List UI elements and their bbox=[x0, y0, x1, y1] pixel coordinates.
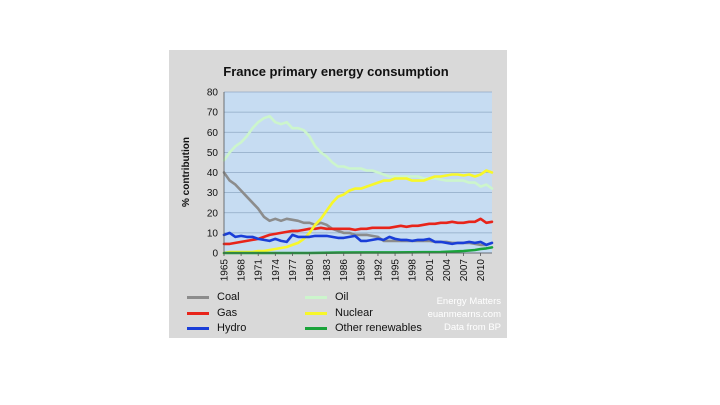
legend-label: Coal bbox=[217, 291, 240, 303]
legend-swatch bbox=[305, 296, 327, 299]
series-line-gas bbox=[222, 217, 494, 246]
series-line-hydro bbox=[222, 231, 494, 247]
legend-swatch bbox=[305, 327, 327, 330]
y-tick-label: 10 bbox=[207, 228, 219, 239]
series-line-oil bbox=[222, 114, 494, 190]
legend-label: Other renewables bbox=[335, 322, 422, 334]
x-tick-label: 1971 bbox=[254, 259, 265, 282]
legend-label: Gas bbox=[217, 307, 238, 319]
x-tick-label: 1965 bbox=[220, 259, 231, 282]
y-tick-label: 60 bbox=[207, 128, 219, 139]
x-tick-label: 1992 bbox=[373, 259, 384, 282]
y-tick-label: 40 bbox=[207, 168, 219, 179]
series-line-nuclear bbox=[222, 169, 494, 255]
x-tick-label: 1998 bbox=[408, 259, 419, 282]
y-tick-label: 0 bbox=[212, 249, 218, 260]
x-tick-label: 2001 bbox=[425, 259, 436, 282]
x-tick-label: 1986 bbox=[339, 259, 350, 282]
y-axis-label: % contribution bbox=[181, 137, 192, 207]
x-tick-label: 1968 bbox=[237, 259, 248, 282]
x-tick-label: 2004 bbox=[442, 259, 453, 282]
x-tick-label: 1977 bbox=[288, 259, 299, 282]
credit-line: Energy Matters bbox=[436, 296, 501, 307]
legend-swatch bbox=[187, 312, 209, 315]
y-tick-label: 70 bbox=[207, 108, 219, 119]
x-tick-label: 1989 bbox=[356, 259, 367, 282]
legend-label: Nuclear bbox=[335, 307, 373, 319]
chart-panel: 0 10 20 30 40 50 60 70 80 1965 1968 1971 1974 1977 198… bbox=[169, 50, 507, 338]
x-tick-label: 1980 bbox=[305, 259, 316, 282]
x-tick-label: 1983 bbox=[322, 259, 333, 282]
legend-label: Oil bbox=[335, 291, 349, 303]
legend-swatch bbox=[305, 312, 327, 315]
y-tick-label: 80 bbox=[207, 88, 219, 99]
x-tick-label: 2007 bbox=[459, 259, 470, 282]
legend-label: Hydro bbox=[217, 322, 247, 334]
y-tick-label: 50 bbox=[207, 148, 219, 159]
x-tick-label: 2010 bbox=[476, 259, 487, 282]
legend-swatch bbox=[187, 327, 209, 330]
y-tick-label: 20 bbox=[207, 208, 219, 219]
legend-swatch bbox=[187, 296, 209, 299]
y-tick-label: 30 bbox=[207, 188, 219, 199]
x-tick-label: 1974 bbox=[271, 259, 282, 282]
credit-line: euanmearns.com bbox=[427, 309, 501, 320]
credit-line: Data from BP bbox=[443, 322, 501, 333]
x-tick-label: 1995 bbox=[391, 259, 402, 282]
chart-title: France primary energy consumption bbox=[223, 64, 448, 79]
chart-canvas: 0 10 20 30 40 50 60 70 80 1965 1968 1971 1974 1977 198… bbox=[181, 64, 494, 282]
credits: Energy Matters euanmearns.com Data from … bbox=[428, 295, 501, 334]
